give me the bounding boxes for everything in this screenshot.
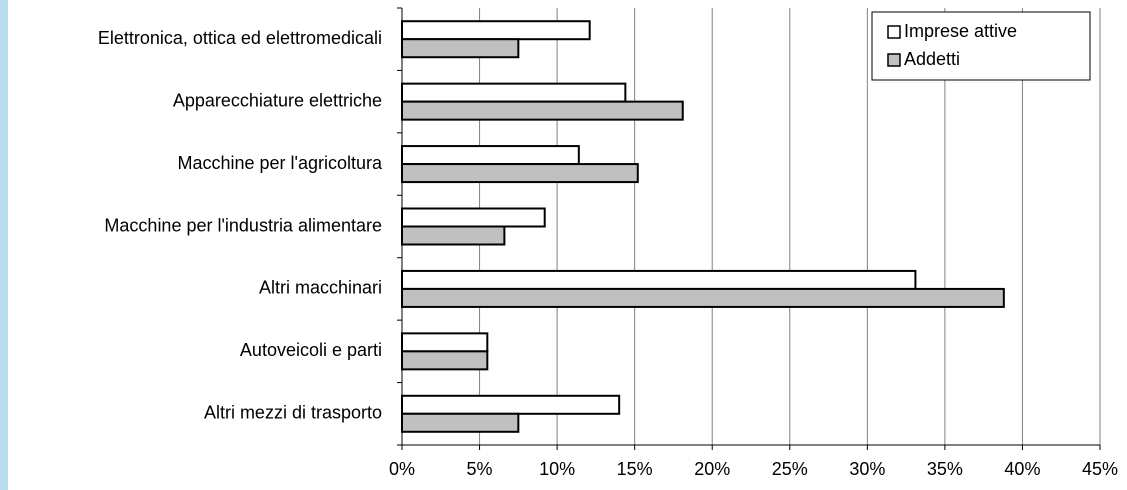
- bar: [401, 38, 520, 59]
- bar: [401, 332, 489, 353]
- legend-label: Addetti: [904, 49, 960, 69]
- bar: [401, 394, 621, 415]
- legend-box: [871, 11, 1091, 81]
- bar: [401, 82, 627, 103]
- x-tick-label: 10%: [539, 459, 575, 479]
- legend-swatch: [887, 25, 901, 39]
- x-tick-label: 25%: [772, 459, 808, 479]
- y-tick-label: Macchine per l'industria alimentare: [104, 215, 382, 235]
- bar: [401, 269, 917, 290]
- bar: [401, 163, 639, 184]
- x-tick-label: 15%: [617, 459, 653, 479]
- x-tick-label: 0%: [389, 459, 415, 479]
- legend-swatch: [887, 53, 901, 67]
- bar: [401, 20, 591, 41]
- y-tick-label: Macchine per l'agricoltura: [177, 153, 383, 173]
- x-tick-label: 5%: [467, 459, 493, 479]
- legend-label: Imprese attive: [904, 21, 1017, 41]
- bar: [401, 350, 489, 371]
- bar: [401, 145, 580, 166]
- x-tick-label: 40%: [1004, 459, 1040, 479]
- y-tick-label: Altri macchinari: [259, 278, 382, 298]
- bar: [401, 207, 546, 228]
- x-tick-label: 30%: [849, 459, 885, 479]
- bar: [401, 100, 684, 121]
- bar: [401, 412, 520, 433]
- side-strip: [0, 0, 8, 490]
- x-tick-label: 35%: [927, 459, 963, 479]
- y-tick-label: Apparecchiature elettriche: [173, 90, 382, 110]
- x-tick-label: 45%: [1082, 459, 1118, 479]
- y-tick-label: Elettronica, ottica ed elettromedicali: [98, 28, 382, 48]
- x-tick-label: 20%: [694, 459, 730, 479]
- bar: [401, 287, 1005, 308]
- y-tick-label: Altri mezzi di trasporto: [204, 403, 382, 423]
- bar: [401, 225, 506, 246]
- y-tick-label: Autoveicoli e parti: [240, 340, 382, 360]
